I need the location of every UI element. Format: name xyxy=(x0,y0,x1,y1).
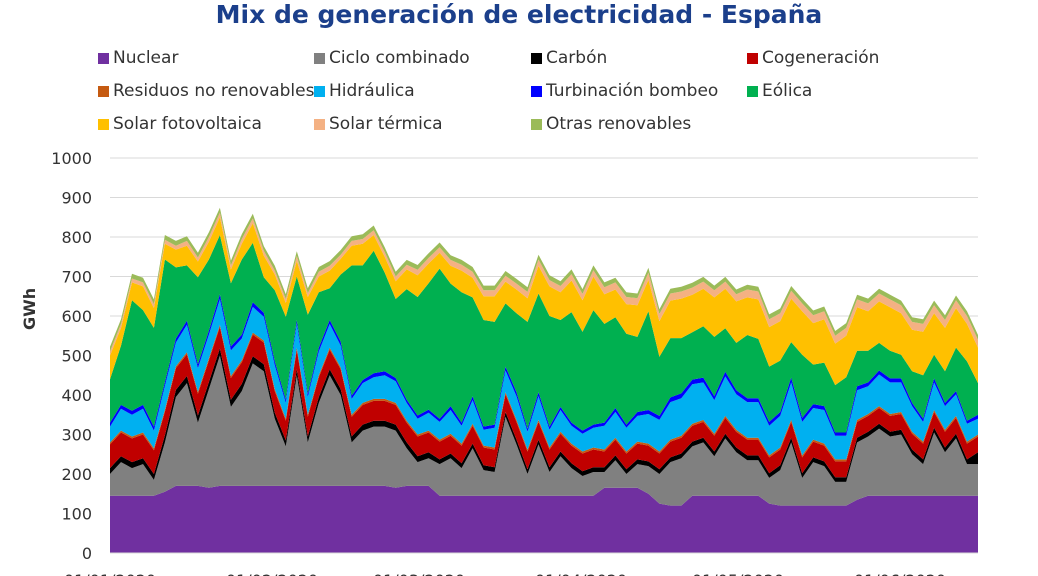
legend-swatch xyxy=(531,118,542,130)
x-tick-label: 01/01/2020 xyxy=(64,571,156,576)
x-tick-label: 01/06/2020 xyxy=(854,571,946,576)
legend-swatch xyxy=(747,52,758,64)
y-tick-label: 600 xyxy=(61,307,92,326)
legend-item: Turbinación bombeo xyxy=(531,80,718,102)
area-series xyxy=(110,294,978,436)
chart-title: Mix de generación de electricidad - Espa… xyxy=(215,0,823,29)
chart-legend: Nuclear Ciclo combinado Carbón Cogeneración… xyxy=(0,0,1038,140)
legend-swatch xyxy=(747,85,758,97)
y-tick-label: 900 xyxy=(61,189,92,208)
area-series xyxy=(110,217,978,386)
legend-item: Nuclear xyxy=(98,47,178,69)
legend-label: Cogeneración xyxy=(762,48,880,68)
legend-label: Nuclear xyxy=(113,48,179,68)
y-tick-label: 700 xyxy=(61,268,92,287)
legend-item: Otras renovables xyxy=(531,113,691,135)
legend-label: Ciclo combinado xyxy=(329,48,470,68)
legend-swatch xyxy=(98,118,109,130)
y-tick-label: 200 xyxy=(61,465,92,484)
legend-swatch xyxy=(98,52,109,64)
y-axis-label: GWh xyxy=(20,287,39,330)
y-tick-label: 500 xyxy=(61,347,92,366)
legend-label: Residuos no renovables xyxy=(113,81,315,101)
legend-label: Solar térmica xyxy=(329,114,443,134)
area-series xyxy=(110,485,978,553)
legend-label: Carbón xyxy=(546,48,608,68)
area-series xyxy=(110,355,978,506)
x-tick-label: 01/05/2020 xyxy=(692,571,784,576)
legend-swatch xyxy=(314,52,325,64)
x-tick-label: 01/04/2020 xyxy=(535,571,627,576)
y-tick-label: 400 xyxy=(61,386,92,405)
area-series xyxy=(110,324,978,462)
legend-swatch xyxy=(531,85,542,97)
legend-swatch xyxy=(314,85,325,97)
legend-item: Residuos no renovables xyxy=(98,80,314,102)
legend-label: Otras renovables xyxy=(546,114,692,134)
legend-swatch xyxy=(314,118,325,130)
y-tick-label: 800 xyxy=(61,228,92,247)
legend-swatch xyxy=(531,52,542,64)
legend-item: Hidráulica xyxy=(314,80,415,102)
y-tick-label: 1000 xyxy=(51,149,92,168)
legend-item: Solar fotovoltaica xyxy=(98,113,262,135)
area-series xyxy=(110,326,978,478)
legend-item: Eólica xyxy=(747,80,812,102)
legend-label: Solar fotovoltaica xyxy=(113,114,262,134)
y-tick-label: 100 xyxy=(61,505,92,524)
legend-item: Solar térmica xyxy=(314,113,443,135)
x-tick-label: 01/03/2020 xyxy=(373,571,465,576)
area-series xyxy=(110,348,978,482)
y-tick-label: 0 xyxy=(82,544,92,563)
legend-label: Hidráulica xyxy=(329,81,415,101)
legend-item: Cogeneración xyxy=(747,47,879,69)
x-tick-label: 01/02/2020 xyxy=(226,571,318,576)
legend-item: Carbón xyxy=(531,47,607,69)
legend-label: Eólica xyxy=(762,81,813,101)
area-series xyxy=(110,299,978,460)
y-tick-label: 300 xyxy=(61,426,92,445)
legend-item: Ciclo combinado xyxy=(314,47,470,69)
area-series xyxy=(110,235,978,433)
legend-label: Turbinación bombeo xyxy=(546,81,719,101)
legend-swatch xyxy=(98,85,109,97)
